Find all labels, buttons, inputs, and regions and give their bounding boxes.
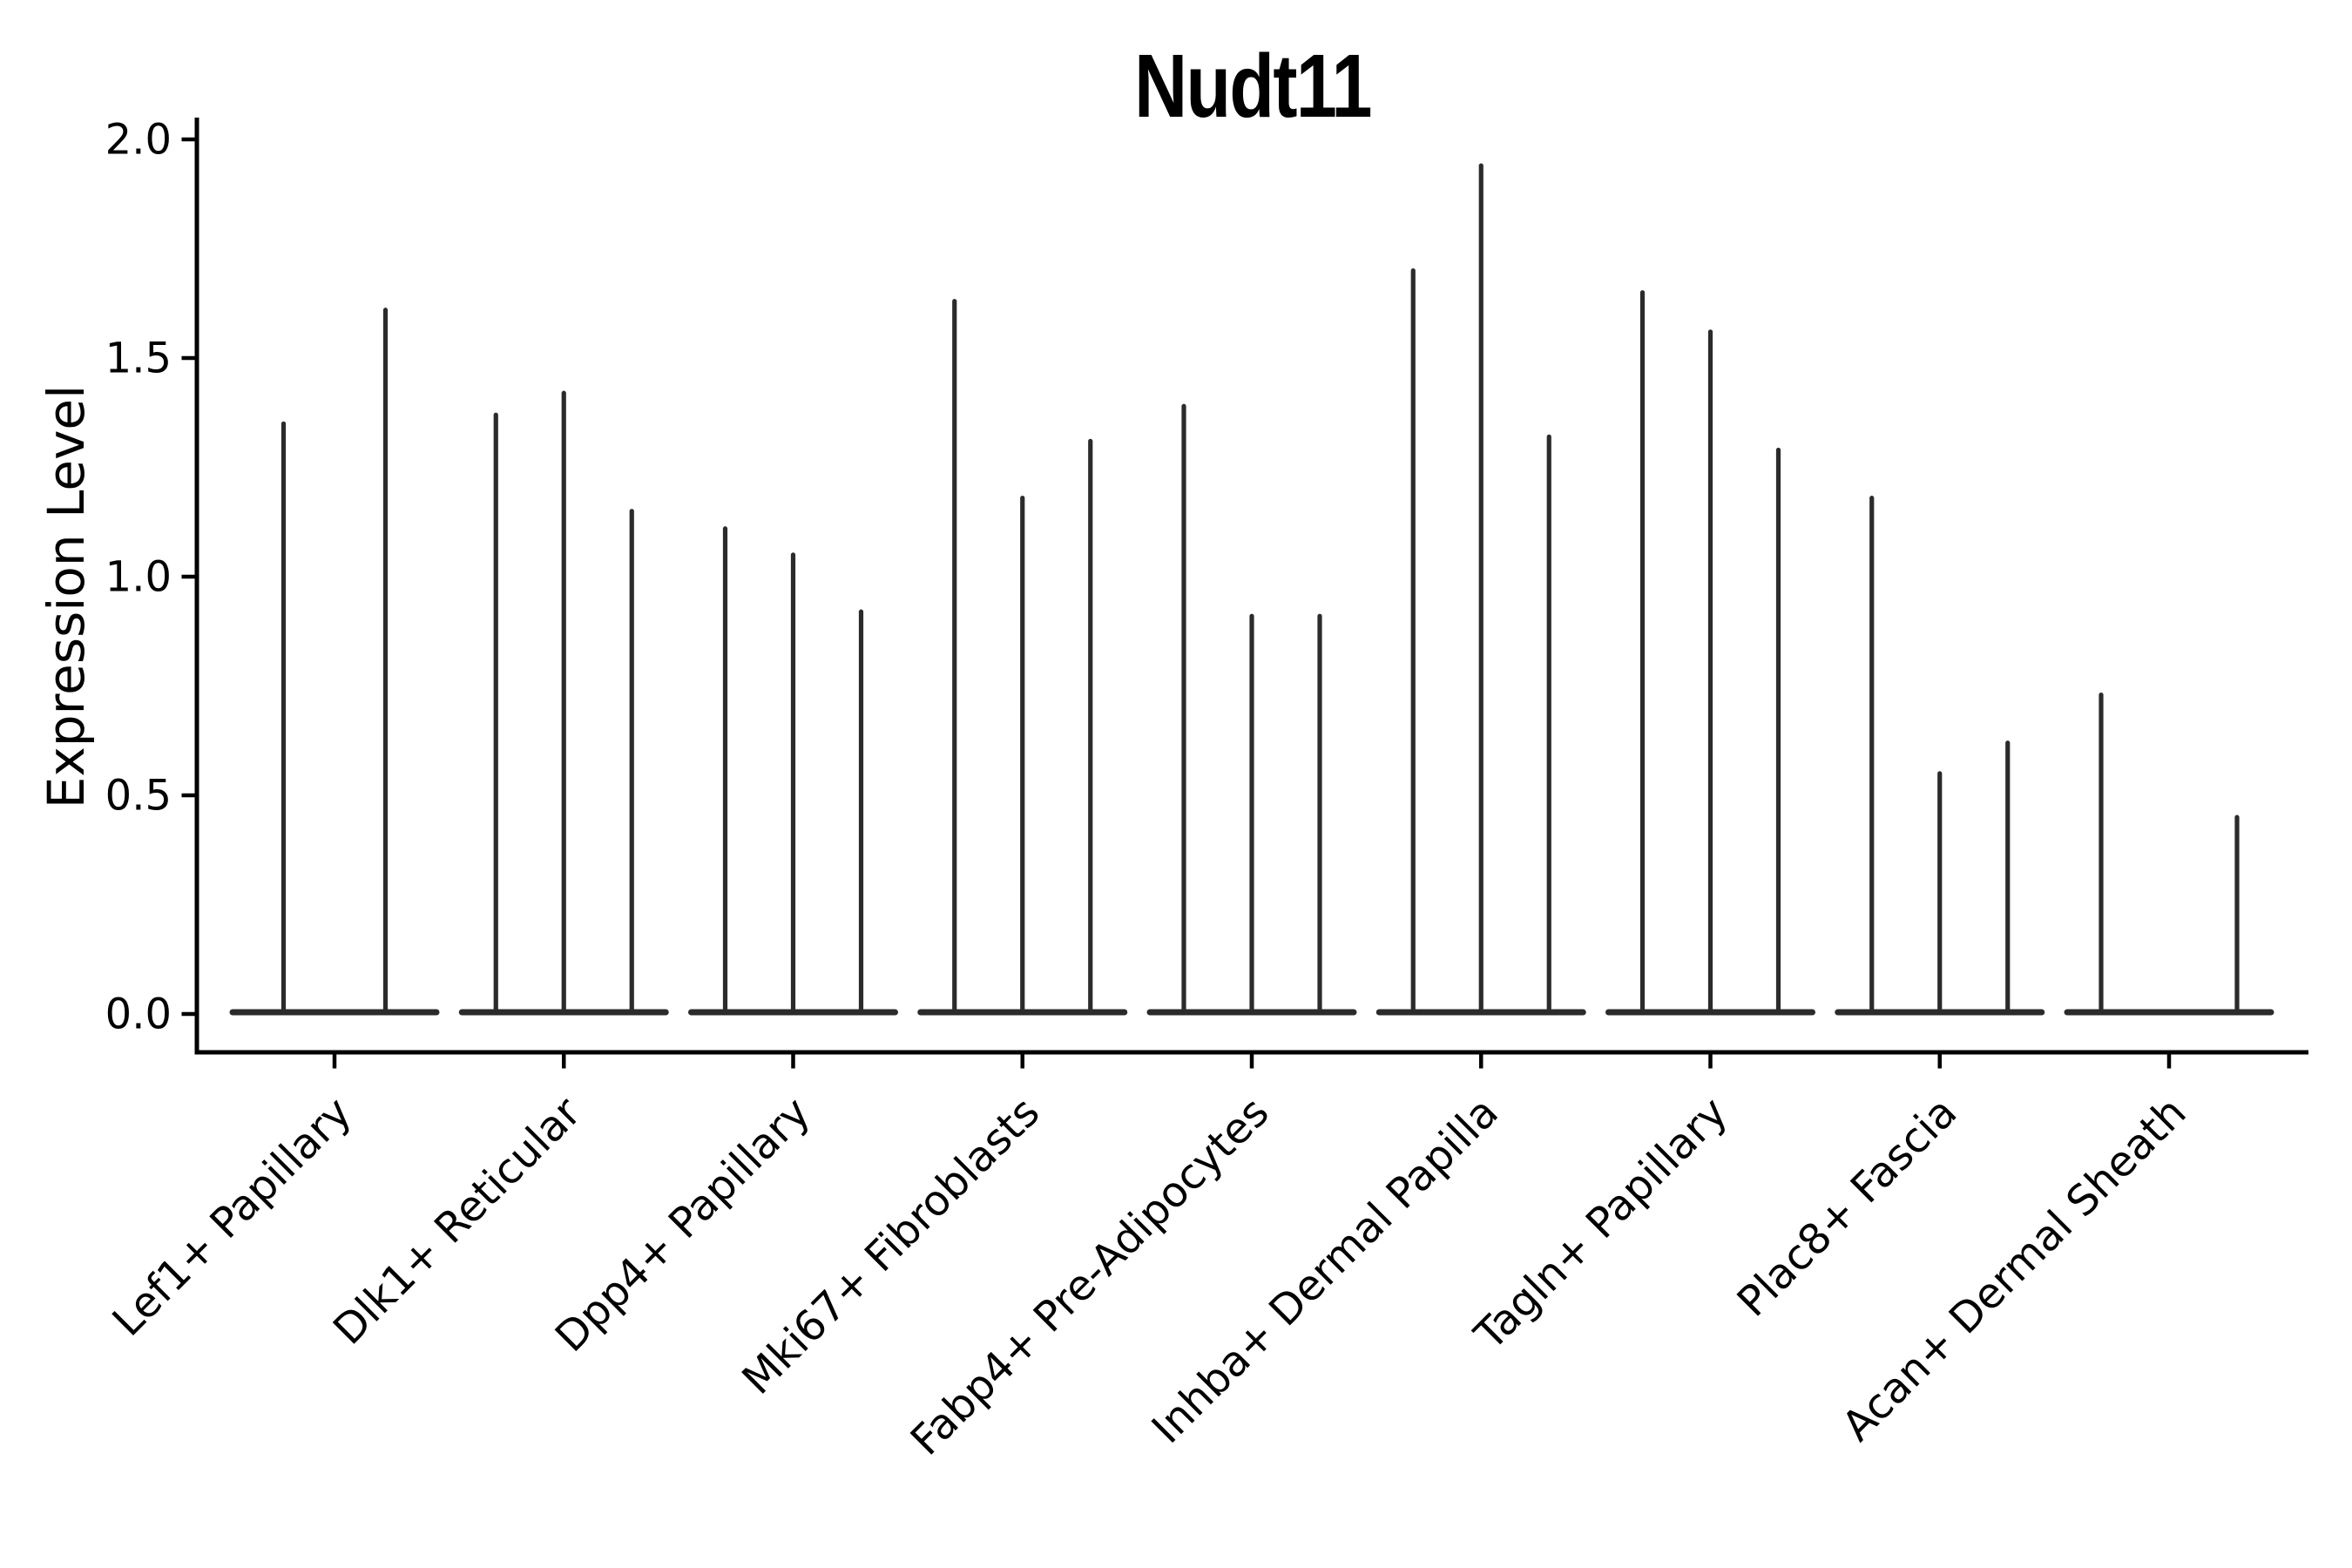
y-tick-label: 1.0 [105,553,172,602]
y-tick-label: 1.5 [105,335,172,383]
plot-title: Nudt11 [1134,36,1372,136]
y-tick-label: 0.5 [105,772,172,821]
x-category-label: Dpp4+ Papillary [546,1088,820,1362]
x-category-label: Plac8+ Fascia [1728,1088,1967,1327]
x-category-label: Lef1+ Papillary [104,1088,362,1346]
y-tick-label: 0.0 [105,990,172,1039]
x-category-label: Tagln+ Papillary [1465,1088,1737,1360]
y-tick-label: 2.0 [105,116,172,165]
x-category-label: Dlk1+ Reticular [324,1088,591,1355]
